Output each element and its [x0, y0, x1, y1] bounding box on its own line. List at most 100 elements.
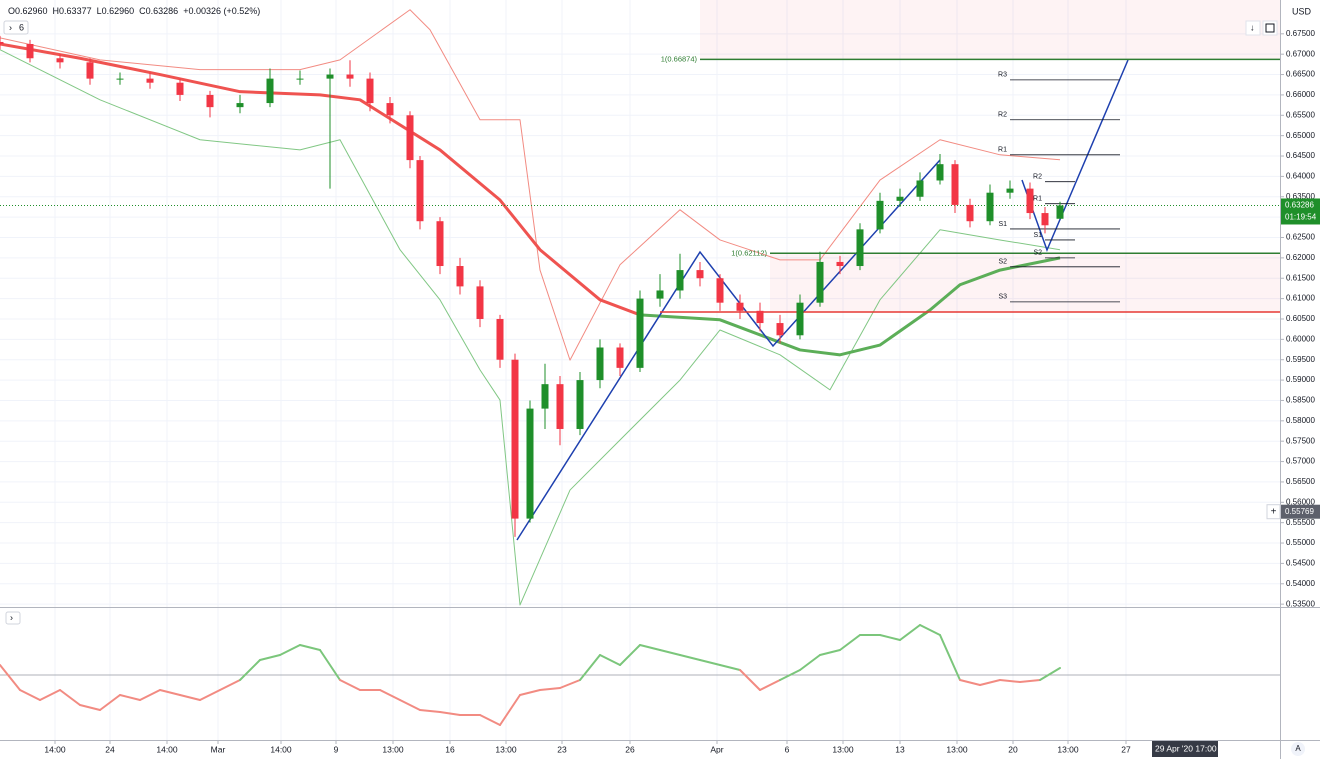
pivot-label: R2	[1033, 174, 1042, 181]
x-tick-label: 13:00	[832, 744, 854, 754]
candle-body	[576, 380, 584, 429]
candle-body	[511, 359, 519, 519]
oscillator-segment	[619, 644, 641, 666]
pivot-label: S2	[1033, 250, 1042, 257]
y-tick-label: 0.67000	[1286, 49, 1315, 58]
candle-body	[436, 221, 444, 267]
candle-body	[556, 384, 564, 429]
candle-body	[86, 62, 94, 79]
pivot-label: S3	[998, 294, 1007, 301]
ohlc-item: +0.00326 (+0.52%)	[183, 6, 260, 16]
y-tick-label: 0.62000	[1286, 253, 1315, 262]
y-tick-label: 0.55000	[1286, 538, 1315, 547]
price-label: 0.55769	[1285, 507, 1314, 516]
oscillator-segment	[399, 699, 421, 711]
candle-body	[596, 347, 604, 381]
y-tick-label: 0.56500	[1286, 477, 1315, 486]
y-tick-label: 0.66000	[1286, 90, 1315, 99]
add-alert-button[interactable]	[1266, 504, 1281, 520]
add-alert-icon: +	[1271, 506, 1277, 517]
scroll-button[interactable]	[1245, 20, 1261, 36]
oscillator-segment	[299, 644, 321, 651]
oscillator-segment	[819, 649, 841, 656]
candle-body	[876, 200, 884, 230]
y-tick-label: 0.64500	[1286, 151, 1315, 160]
collapse-button[interactable]	[3, 20, 29, 35]
candle-body	[326, 74, 334, 79]
oscillator-segment	[559, 679, 581, 689]
oscillator-segment	[539, 687, 561, 691]
candle-body	[206, 94, 214, 108]
y-tick-label: 0.63500	[1286, 192, 1315, 201]
y-tick-label: 0.53500	[1286, 599, 1315, 608]
x-tick-label: 16	[445, 744, 455, 754]
oscillator-segment	[899, 624, 921, 641]
candle-body	[916, 180, 924, 197]
ohlc-legend: O0.62960 H0.63377 L0.62960 C0.63286 +0.00326…	[8, 6, 260, 16]
candle-body	[266, 78, 274, 104]
x-tick-label: 23	[557, 744, 567, 754]
level-label: 1(0.62112)	[731, 248, 767, 257]
y-tick-label: 0.62500	[1286, 233, 1315, 242]
candle-body	[616, 347, 624, 368]
y-tick-label: 0.59500	[1286, 355, 1315, 364]
scale-mode-button[interactable]	[1291, 742, 1305, 756]
oscillator-segment	[939, 634, 961, 681]
candle-body	[416, 160, 424, 222]
x-tick-label: 26	[625, 744, 635, 754]
candle-body	[386, 103, 394, 116]
oscillator-segment	[879, 634, 901, 641]
y-tick-label: 0.61000	[1286, 294, 1315, 303]
oscillator-segment	[959, 679, 981, 686]
candle-body	[636, 298, 644, 368]
candle-body	[776, 323, 784, 336]
candle-body	[476, 286, 484, 319]
collapse-button[interactable]	[5, 611, 21, 625]
oscillator-segment	[99, 694, 121, 711]
candle-body	[56, 58, 64, 63]
y-tick-label: 0.58000	[1286, 416, 1315, 425]
y-tick-label: 0.57000	[1286, 457, 1315, 466]
oscillator-segment	[79, 704, 101, 711]
collapse-icon: ›	[9, 22, 12, 32]
oscillator-segment	[339, 679, 361, 691]
oscillator-segment	[659, 649, 681, 656]
y-tick-label: 0.66500	[1286, 70, 1315, 79]
level-label: 1(0.66874)	[661, 54, 698, 63]
candle-body	[856, 229, 864, 267]
y-tick-label: 0.60000	[1286, 334, 1315, 343]
oscillator-segment	[699, 659, 721, 666]
collapse-icon: ›	[10, 612, 13, 622]
x-tick-label: 20	[1008, 744, 1018, 754]
candle-body	[406, 115, 414, 161]
candle-body	[796, 302, 804, 336]
candle-body	[346, 74, 354, 79]
crosshair-date-box	[1152, 741, 1218, 757]
ohlc-item: O0.62960	[8, 6, 48, 16]
oscillator-segment	[139, 689, 161, 701]
indicator-line	[0, 9, 1061, 361]
maximize-button[interactable]	[1262, 20, 1278, 36]
oscillator-segment	[279, 644, 301, 656]
oscillator-segment	[779, 669, 801, 681]
y-tick-label: 0.65000	[1286, 131, 1315, 140]
oscillator-segment	[1019, 679, 1041, 683]
oscillator-segment	[19, 689, 41, 701]
ohlc-item: C0.63286	[139, 6, 178, 16]
pivot-label: S1	[1033, 232, 1042, 239]
candle-body	[736, 302, 744, 311]
candle-body	[236, 103, 244, 108]
candle-body	[541, 384, 549, 409]
y-tick-label: 0.61500	[1286, 273, 1315, 282]
y-tick-label: 0.59000	[1286, 375, 1315, 384]
x-tick-label: 27	[1121, 744, 1131, 754]
y-tick-label: 0.58500	[1286, 396, 1315, 405]
oscillator-segment	[39, 689, 61, 701]
oscillator-segment	[219, 679, 241, 691]
candle-body	[936, 164, 944, 181]
pivot-label: R1	[1033, 196, 1042, 203]
oscillator-segment	[319, 649, 341, 681]
oscillator-segment	[839, 634, 861, 651]
oscillator-segment	[679, 654, 701, 661]
candle-body	[1006, 188, 1014, 193]
